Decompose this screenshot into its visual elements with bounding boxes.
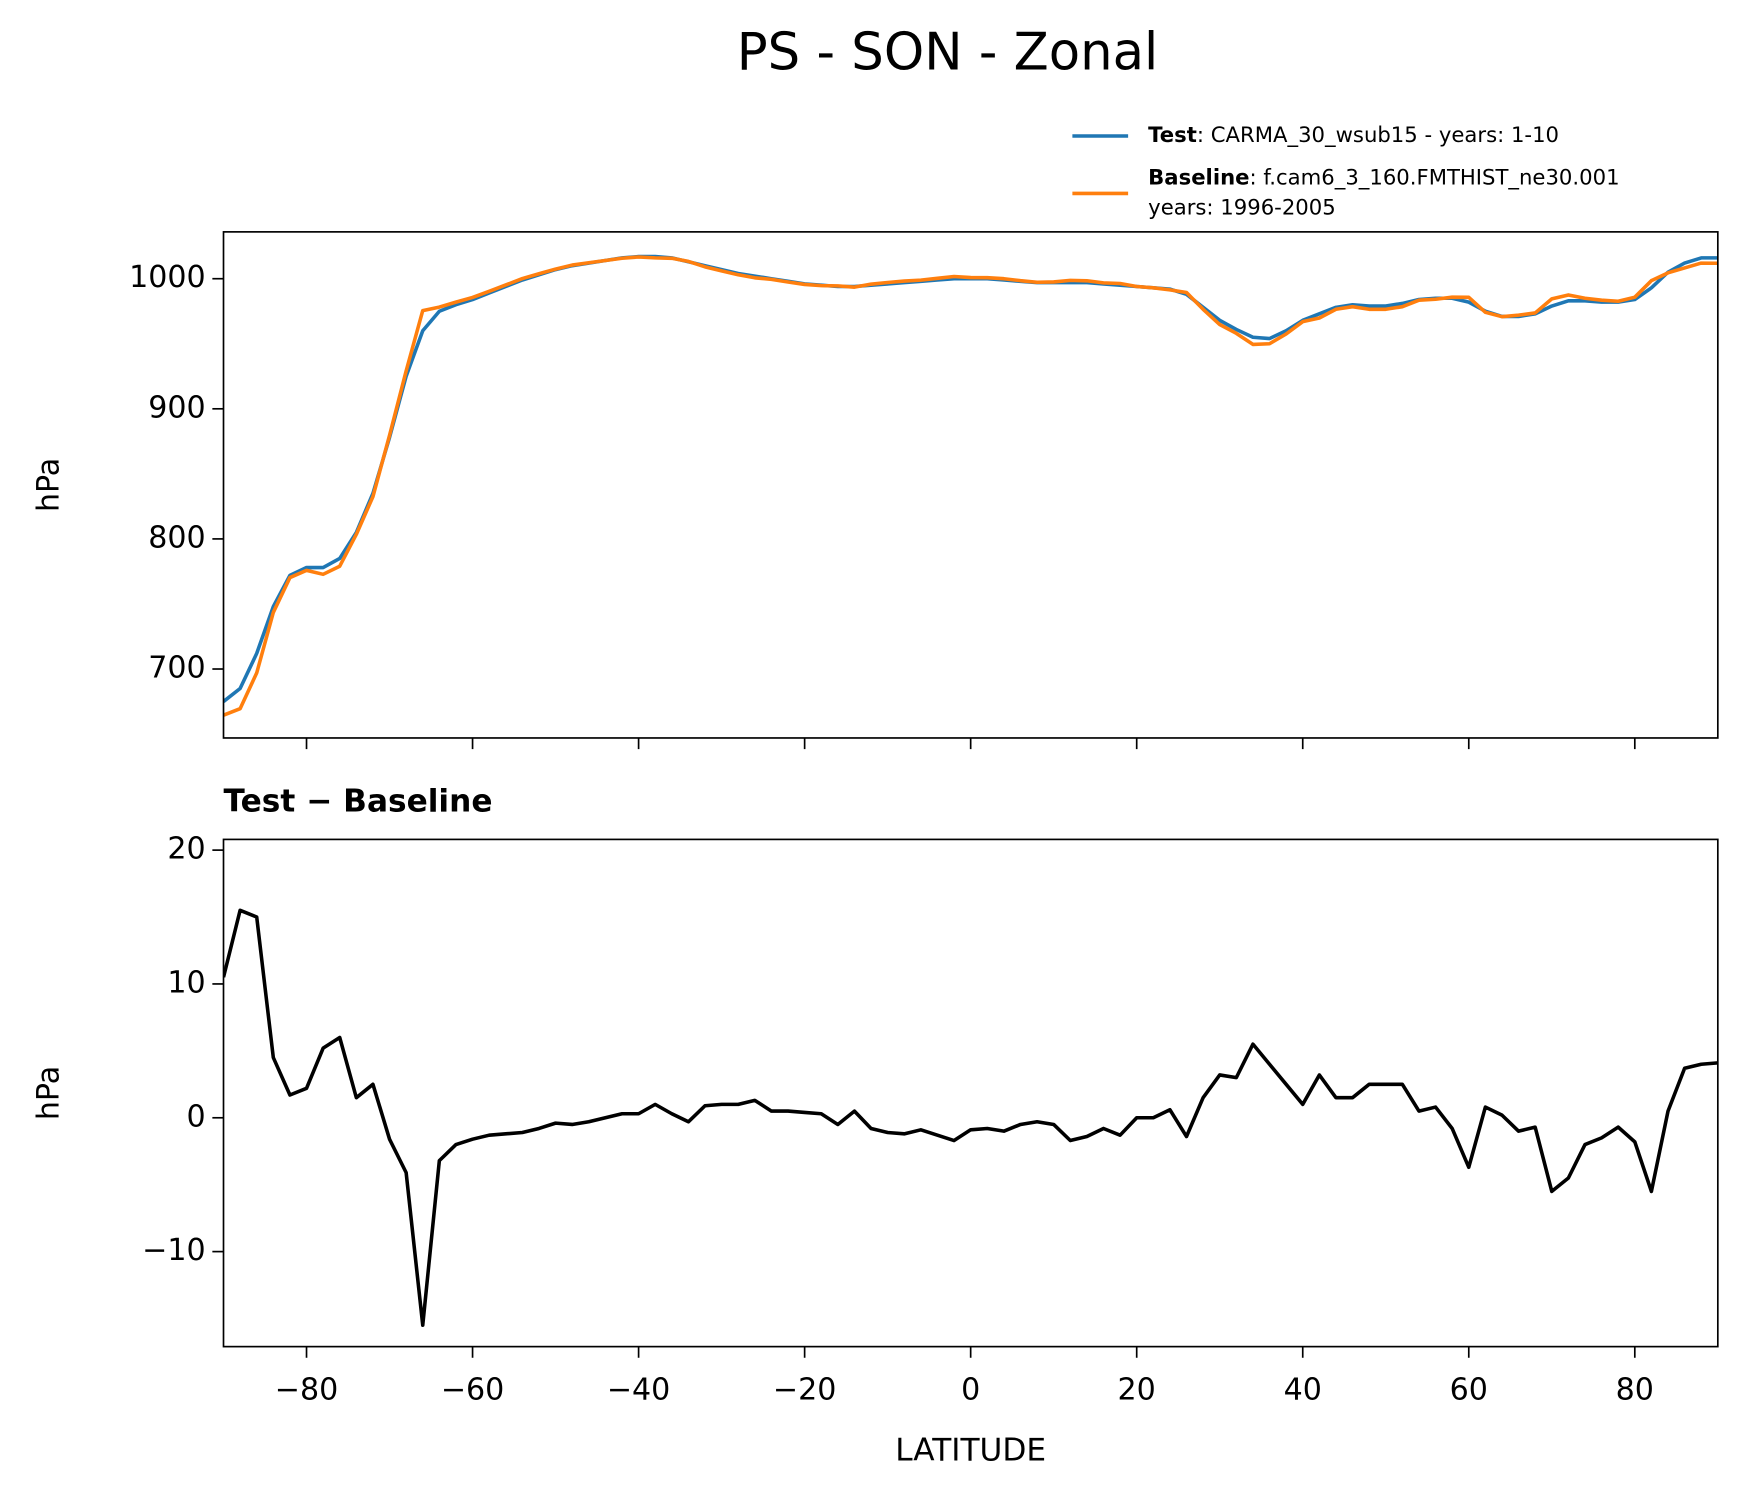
series-line: [223, 254, 1718, 703]
y-tick-label: 1000: [129, 260, 206, 295]
x-tick-label: 80: [1616, 1373, 1654, 1408]
y-tick-label: 20: [167, 832, 205, 867]
legend-description: : f.cam6_3_160.FMTHIST_ne30.001: [1250, 164, 1620, 190]
y-tick-label: 10: [167, 965, 205, 1000]
y-tick-label: −10: [142, 1233, 205, 1268]
x-tick-label: 0: [961, 1373, 980, 1408]
y-tick-label: 700: [148, 651, 205, 686]
axes-frame: [222, 231, 1719, 739]
legend-name: Baseline: [1148, 164, 1249, 189]
y-tick-label: 900: [148, 390, 205, 425]
x-tick-label: −40: [607, 1373, 670, 1408]
legend-name: Test: [1148, 122, 1197, 147]
axes-title: Test − Baseline: [224, 784, 493, 820]
x-tick-label: −20: [773, 1373, 836, 1408]
y-axis-label: hPa: [32, 458, 67, 512]
legend-label: Baseline: f.cam6_3_160.FMTHIST_ne30.001: [1148, 164, 1619, 190]
y-tick-label: 800: [148, 520, 205, 555]
legend-description: : CARMA_30_wsub15 - years: 1-10: [1197, 122, 1559, 148]
x-axis-label: LATITUDE: [895, 1432, 1046, 1468]
series-line: [223, 255, 1718, 717]
axes-frame: [222, 838, 1719, 1348]
x-tick-label: −60: [441, 1373, 504, 1408]
series-line: [223, 908, 1718, 1327]
x-tick-label: 40: [1284, 1373, 1322, 1408]
y-axis-label: hPa: [32, 1066, 67, 1120]
legend-description: years: 1996-2005: [1148, 194, 1336, 219]
legend-label: Test: CARMA_30_wsub15 - years: 1-10: [1148, 122, 1559, 148]
figure-title: PS - SON - Zonal: [737, 23, 1159, 83]
x-tick-label: 20: [1118, 1373, 1156, 1408]
x-tick-label: −80: [275, 1373, 338, 1408]
y-tick-label: 0: [187, 1099, 206, 1134]
x-tick-label: 60: [1450, 1373, 1488, 1408]
